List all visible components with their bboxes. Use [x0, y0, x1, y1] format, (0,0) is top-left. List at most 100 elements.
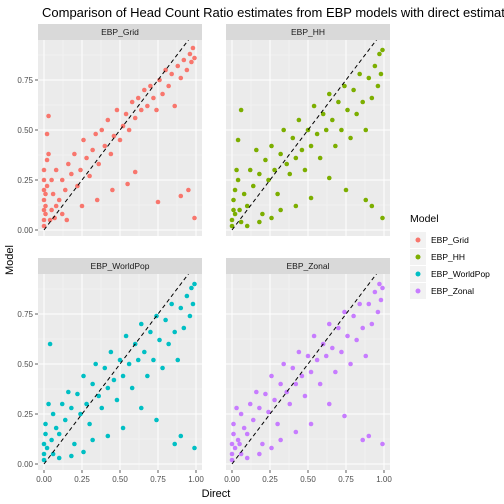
- legend-item: EBP_Grid: [410, 232, 469, 248]
- data-point: [302, 167, 308, 173]
- data-point: [333, 143, 338, 149]
- data-point: [247, 167, 253, 173]
- data-point: [299, 373, 305, 379]
- y-tick-label: 0.25: [17, 176, 33, 185]
- data-point: [178, 193, 184, 199]
- data-point: [142, 87, 147, 93]
- facet-panels: EBP_Grid 0.00 0.25 0.50 0.75 EBP_HH EBP_WorldP…: [17, 24, 392, 484]
- data-point: [50, 451, 56, 457]
- data-point: [126, 127, 132, 133]
- data-point: [192, 55, 197, 61]
- data-point: [257, 219, 262, 225]
- data-point: [369, 321, 375, 327]
- data-point: [238, 411, 244, 417]
- data-point: [110, 187, 115, 193]
- data-point: [375, 309, 381, 315]
- data-point: [66, 389, 71, 395]
- data-point: [46, 113, 51, 119]
- legend-label: EBP_WorldPop: [431, 269, 490, 279]
- data-point: [43, 191, 48, 197]
- data-point: [269, 373, 274, 379]
- data-point: [66, 161, 71, 167]
- data-point: [62, 417, 68, 423]
- data-point: [81, 137, 86, 143]
- data-point: [132, 115, 138, 121]
- data-point: [231, 421, 236, 427]
- x-tick-label: 0.50: [112, 475, 128, 484]
- data-point: [114, 107, 120, 113]
- data-point: [129, 99, 135, 105]
- data-point: [234, 167, 239, 173]
- y-tick-label: 0.50: [17, 126, 33, 135]
- x-tick-label: 0.00: [36, 475, 52, 484]
- data-point: [237, 207, 242, 213]
- data-point: [41, 217, 47, 223]
- data-point: [278, 437, 283, 443]
- data-point: [323, 353, 329, 359]
- data-point: [351, 313, 356, 319]
- data-point: [330, 117, 335, 123]
- data-point: [44, 445, 50, 451]
- data-point: [56, 197, 62, 203]
- data-point: [53, 425, 59, 431]
- data-point: [231, 197, 236, 203]
- data-point: [111, 133, 117, 139]
- data-point: [117, 137, 123, 143]
- data-point: [41, 223, 47, 229]
- data-point: [366, 433, 372, 439]
- data-point: [192, 445, 197, 451]
- data-point: [348, 361, 353, 367]
- facet-strip-label: EBP_Zonal: [287, 261, 330, 271]
- data-point: [293, 203, 299, 209]
- data-point: [241, 425, 247, 431]
- data-point: [157, 337, 162, 343]
- data-point: [333, 369, 338, 375]
- facet-panel: EBP_WorldPop 0.00 0.25 0.50 0.75 1.00 0.00 0.25…: [17, 258, 204, 484]
- data-point: [84, 155, 89, 161]
- x-axis-title: Direct: [202, 488, 231, 500]
- data-point: [357, 71, 362, 77]
- data-point: [345, 333, 350, 339]
- data-point: [69, 453, 74, 459]
- legend-swatch: [415, 254, 421, 260]
- data-point: [154, 107, 159, 113]
- data-point: [184, 293, 190, 299]
- legend-swatch: [415, 271, 421, 277]
- data-point: [275, 421, 280, 427]
- data-point: [53, 167, 59, 173]
- data-point: [308, 195, 314, 201]
- data-point: [305, 353, 311, 359]
- data-point: [44, 131, 50, 137]
- data-point: [187, 51, 193, 57]
- data-point: [339, 349, 344, 355]
- data-point: [123, 333, 129, 339]
- data-point: [269, 215, 274, 221]
- data-point: [275, 191, 280, 197]
- data-point: [69, 171, 74, 177]
- x-tick-label: 0.75: [338, 475, 354, 484]
- data-point: [317, 155, 323, 161]
- data-point: [336, 99, 341, 105]
- data-point: [41, 207, 47, 213]
- data-point: [247, 401, 253, 407]
- data-point: [43, 203, 48, 209]
- data-point: [108, 151, 114, 157]
- y-tick-label: 0.00: [17, 460, 33, 469]
- data-point: [126, 361, 132, 367]
- data-point: [357, 301, 362, 307]
- data-point: [135, 95, 141, 101]
- data-point: [49, 437, 54, 443]
- data-point: [44, 157, 50, 163]
- data-point: [290, 135, 296, 141]
- data-point: [175, 63, 181, 69]
- y-tick-label: 0.00: [17, 226, 33, 235]
- y-tick-label: 0.25: [17, 410, 33, 419]
- data-point: [49, 207, 54, 213]
- data-point: [41, 177, 47, 183]
- data-point: [41, 187, 47, 193]
- data-point: [354, 337, 359, 343]
- data-point: [175, 357, 181, 363]
- data-point: [293, 429, 299, 435]
- data-point: [299, 147, 305, 153]
